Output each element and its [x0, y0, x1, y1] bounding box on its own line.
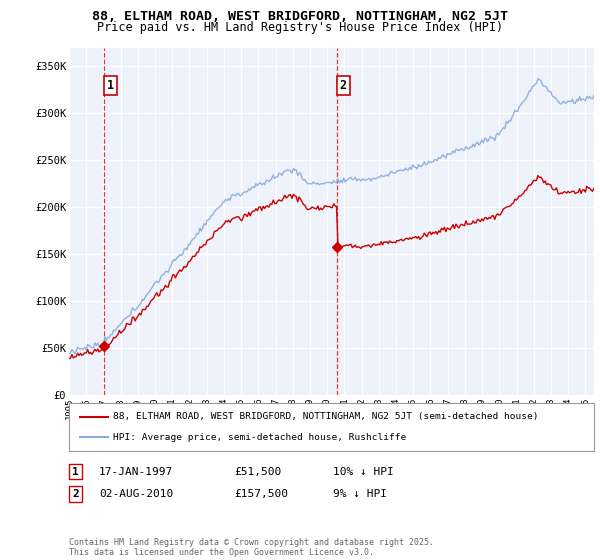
- Text: HPI: Average price, semi-detached house, Rushcliffe: HPI: Average price, semi-detached house,…: [113, 433, 406, 442]
- Text: 88, ELTHAM ROAD, WEST BRIDGFORD, NOTTINGHAM, NG2 5JT (semi-detached house): 88, ELTHAM ROAD, WEST BRIDGFORD, NOTTING…: [113, 412, 538, 421]
- Text: £51,500: £51,500: [234, 466, 281, 477]
- Text: 17-JAN-1997: 17-JAN-1997: [99, 466, 173, 477]
- Text: 1: 1: [107, 78, 114, 92]
- Text: 88, ELTHAM ROAD, WEST BRIDGFORD, NOTTINGHAM, NG2 5JT: 88, ELTHAM ROAD, WEST BRIDGFORD, NOTTING…: [92, 10, 508, 23]
- Text: Price paid vs. HM Land Registry's House Price Index (HPI): Price paid vs. HM Land Registry's House …: [97, 21, 503, 34]
- Text: 02-AUG-2010: 02-AUG-2010: [99, 489, 173, 499]
- Text: £157,500: £157,500: [234, 489, 288, 499]
- Text: 2: 2: [72, 489, 79, 499]
- Text: 1: 1: [72, 466, 79, 477]
- Text: 10% ↓ HPI: 10% ↓ HPI: [333, 466, 394, 477]
- Text: Contains HM Land Registry data © Crown copyright and database right 2025.
This d: Contains HM Land Registry data © Crown c…: [69, 538, 434, 557]
- Text: 9% ↓ HPI: 9% ↓ HPI: [333, 489, 387, 499]
- Text: 2: 2: [340, 78, 347, 92]
